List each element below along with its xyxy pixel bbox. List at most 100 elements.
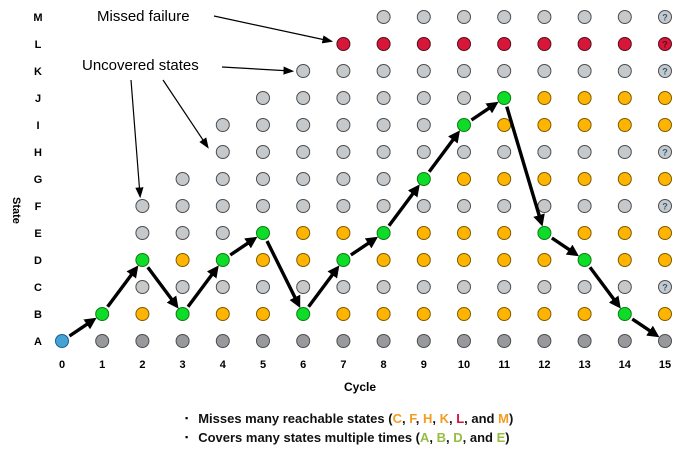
- state-dot-D8: [376, 253, 391, 267]
- state-dot-A6: [296, 334, 311, 348]
- state-dot-D9: [416, 253, 431, 267]
- uncovered-states-label: Uncovered states: [82, 57, 199, 74]
- state-dot-J14: [617, 91, 632, 105]
- state-dot-H9: [416, 145, 431, 159]
- state-dot-C12: [537, 280, 552, 294]
- state-dot-D12: [537, 253, 552, 267]
- x-tick-1: 1: [99, 359, 105, 371]
- legend-segment: ,: [446, 430, 454, 445]
- bullet-icon: ▪: [185, 432, 189, 442]
- question-mark-L15: ?: [662, 40, 668, 50]
- state-dot-M8: [376, 10, 391, 24]
- state-dot-G4: [215, 172, 230, 186]
- legend-segment: ): [508, 411, 514, 426]
- state-dot-J7: [336, 91, 351, 105]
- path-arrow-3: [186, 265, 219, 308]
- y-tick-M: M: [33, 12, 42, 24]
- state-dot-G14: [617, 172, 632, 186]
- state-dot-H8: [376, 145, 391, 159]
- x-tick-0: 0: [59, 359, 65, 371]
- y-tick-H: H: [34, 147, 42, 159]
- state-dot-E2: [135, 226, 150, 240]
- state-dot-D2: [135, 253, 150, 267]
- state-dot-J8: [376, 91, 391, 105]
- state-dot-D10: [457, 253, 471, 267]
- state-dot-L7: [336, 37, 351, 51]
- path-arrow-2: [146, 266, 179, 309]
- state-dot-K9: [416, 64, 431, 78]
- x-tick-4: 4: [220, 359, 227, 371]
- state-dot-E11: [497, 226, 512, 240]
- path-arrow-14: [631, 317, 660, 338]
- state-dot-C3: [175, 280, 190, 294]
- y-tick-D: D: [34, 255, 42, 267]
- state-dot-H11: [497, 145, 512, 159]
- state-dot-D5: [256, 253, 270, 267]
- state-dot-B11: [497, 307, 512, 321]
- state-dot-E14: [617, 226, 632, 240]
- state-dot-A1: [95, 334, 110, 348]
- state-dot-K11: [497, 64, 512, 78]
- state-dot-C8: [376, 280, 391, 294]
- y-tick-G: G: [34, 174, 43, 186]
- state-dot-F6: [296, 199, 311, 213]
- state-dot-B9: [416, 307, 431, 321]
- state-dot-I8: [376, 118, 391, 132]
- legend-segment: K: [439, 411, 449, 426]
- state-dot-E10: [457, 226, 471, 240]
- state-dot-H13: [577, 145, 592, 159]
- legend-segment: H: [422, 411, 433, 426]
- state-dot-D11: [497, 253, 512, 267]
- path-arrow-5: [265, 240, 301, 308]
- state-dot-K10: [457, 64, 471, 78]
- legend-segment: ): [505, 430, 510, 445]
- state-dot-D3: [175, 253, 190, 267]
- state-dot-F15: [658, 199, 672, 213]
- path-arrow-10: [470, 101, 499, 122]
- state-dot-E3: [175, 226, 190, 240]
- path-arrow-11: [505, 106, 545, 227]
- state-dot-I12: [537, 118, 552, 132]
- state-dot-G6: [296, 172, 311, 186]
- state-dot-K12: [537, 64, 552, 78]
- legend-segment: ,: [448, 411, 457, 426]
- legend-segment: , and: [464, 411, 499, 426]
- path-arrow-4: [229, 236, 258, 257]
- state-dot-H7: [336, 145, 351, 159]
- state-dot-K7: [336, 64, 351, 78]
- state-dot-L13: [577, 37, 592, 51]
- x-tick-2: 2: [139, 359, 145, 371]
- state-dot-A9: [416, 334, 431, 348]
- state-dot-M15: [658, 10, 672, 24]
- state-dot-G12: [537, 172, 552, 186]
- state-dot-M12: [537, 10, 552, 24]
- state-dot-H14: [617, 145, 632, 159]
- missed-failure-label: Missed failure: [97, 8, 190, 25]
- legend-segment: C: [392, 411, 402, 426]
- y-tick-C: C: [34, 282, 42, 294]
- state-dot-E6: [296, 226, 311, 240]
- state-dot-C10: [457, 280, 471, 294]
- state-dot-F5: [256, 199, 270, 213]
- state-dot-I10: [457, 118, 471, 132]
- y-tick-J: J: [35, 93, 41, 105]
- x-tick-14: 14: [619, 359, 632, 371]
- x-tick-12: 12: [538, 359, 550, 371]
- state-dot-H4: [215, 145, 230, 159]
- y-tick-A: A: [34, 336, 42, 348]
- state-dot-I7: [336, 118, 351, 132]
- x-tick-9: 9: [421, 359, 427, 371]
- state-dot-I6: [296, 118, 311, 132]
- state-dot-B12: [537, 307, 552, 321]
- state-dot-L10: [457, 37, 471, 51]
- x-tick-3: 3: [180, 359, 186, 371]
- path-arrow-6: [307, 265, 340, 308]
- state-dot-L15: [658, 37, 672, 51]
- state-dot-D7: [336, 253, 351, 267]
- question-mark-H15: ?: [662, 148, 668, 158]
- state-dot-E12: [537, 226, 552, 240]
- state-dot-C9: [416, 280, 431, 294]
- state-dot-G10: [457, 172, 471, 186]
- path-arrow-9: [427, 130, 460, 173]
